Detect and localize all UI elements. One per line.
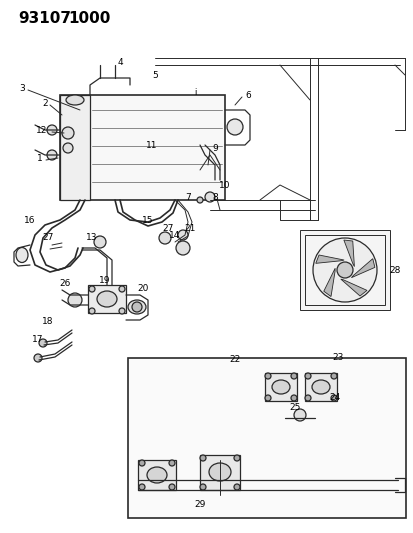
- Text: 2: 2: [42, 99, 47, 108]
- Circle shape: [68, 293, 82, 307]
- Text: 12: 12: [36, 125, 47, 134]
- Circle shape: [139, 460, 145, 466]
- Bar: [88, 285, 126, 313]
- Text: 27: 27: [42, 232, 54, 241]
- Circle shape: [293, 409, 305, 421]
- Circle shape: [89, 286, 95, 292]
- Circle shape: [197, 197, 202, 203]
- Text: i: i: [193, 87, 196, 96]
- Circle shape: [169, 460, 175, 466]
- Circle shape: [63, 143, 73, 153]
- Circle shape: [94, 236, 106, 248]
- Circle shape: [264, 395, 271, 401]
- Circle shape: [330, 395, 336, 401]
- Circle shape: [139, 484, 145, 490]
- Bar: [128, 358, 405, 518]
- Circle shape: [47, 125, 57, 135]
- Text: 24: 24: [329, 393, 340, 402]
- Circle shape: [304, 373, 310, 379]
- Text: 6: 6: [244, 91, 250, 100]
- Circle shape: [159, 232, 171, 244]
- Circle shape: [330, 373, 336, 379]
- Circle shape: [264, 373, 271, 379]
- Text: 4: 4: [117, 58, 123, 67]
- Circle shape: [336, 262, 352, 278]
- Circle shape: [34, 354, 42, 362]
- Circle shape: [132, 302, 142, 312]
- Bar: [199, 455, 240, 490]
- Circle shape: [233, 455, 240, 461]
- Circle shape: [290, 395, 296, 401]
- Text: 23: 23: [332, 353, 343, 362]
- Text: 14: 14: [169, 230, 180, 239]
- Circle shape: [62, 127, 74, 139]
- Circle shape: [176, 241, 190, 255]
- Ellipse shape: [16, 247, 28, 262]
- Circle shape: [39, 339, 47, 347]
- Ellipse shape: [271, 380, 289, 394]
- Polygon shape: [343, 240, 354, 266]
- Text: 3: 3: [19, 84, 25, 93]
- Text: 21: 21: [184, 223, 195, 232]
- Text: 19: 19: [99, 276, 111, 285]
- Text: 25: 25: [289, 403, 300, 413]
- Circle shape: [312, 238, 376, 302]
- Text: 20: 20: [137, 284, 148, 293]
- Bar: [138, 460, 176, 490]
- Text: 10: 10: [219, 181, 230, 190]
- Text: 1000: 1000: [68, 11, 110, 26]
- Circle shape: [199, 484, 206, 490]
- Text: 27: 27: [162, 223, 173, 232]
- Circle shape: [89, 308, 95, 314]
- Text: 22: 22: [229, 356, 240, 365]
- Circle shape: [178, 230, 188, 240]
- Text: 16: 16: [24, 215, 36, 224]
- Ellipse shape: [66, 95, 84, 105]
- Bar: [264, 373, 296, 401]
- Text: 29: 29: [194, 500, 205, 510]
- Circle shape: [290, 373, 296, 379]
- Circle shape: [119, 286, 125, 292]
- Circle shape: [169, 484, 175, 490]
- Circle shape: [304, 395, 310, 401]
- Text: 28: 28: [388, 265, 400, 274]
- Polygon shape: [340, 279, 366, 296]
- Circle shape: [199, 455, 206, 461]
- Circle shape: [204, 192, 214, 202]
- Polygon shape: [351, 259, 374, 278]
- Text: 5: 5: [152, 70, 157, 79]
- Text: 8: 8: [211, 192, 217, 201]
- Ellipse shape: [311, 380, 329, 394]
- Text: 93107: 93107: [18, 11, 71, 26]
- Circle shape: [47, 150, 57, 160]
- Ellipse shape: [97, 291, 117, 307]
- Text: 1: 1: [37, 154, 43, 163]
- Bar: [299, 230, 389, 310]
- Text: 7: 7: [185, 192, 190, 201]
- Ellipse shape: [209, 463, 230, 481]
- Text: 26: 26: [59, 279, 71, 287]
- Text: 17: 17: [32, 335, 44, 344]
- Ellipse shape: [128, 300, 146, 314]
- Text: 9: 9: [211, 143, 217, 152]
- Bar: [60, 95, 224, 200]
- Circle shape: [119, 308, 125, 314]
- Bar: [304, 373, 336, 401]
- Text: 11: 11: [146, 141, 157, 149]
- Ellipse shape: [147, 467, 166, 483]
- Polygon shape: [323, 268, 335, 296]
- Circle shape: [226, 119, 242, 135]
- Bar: [60, 95, 90, 200]
- Polygon shape: [315, 255, 343, 263]
- Bar: [304, 235, 384, 305]
- Text: 15: 15: [142, 215, 153, 224]
- Text: 18: 18: [42, 318, 54, 327]
- Circle shape: [233, 484, 240, 490]
- Text: 13: 13: [86, 232, 97, 241]
